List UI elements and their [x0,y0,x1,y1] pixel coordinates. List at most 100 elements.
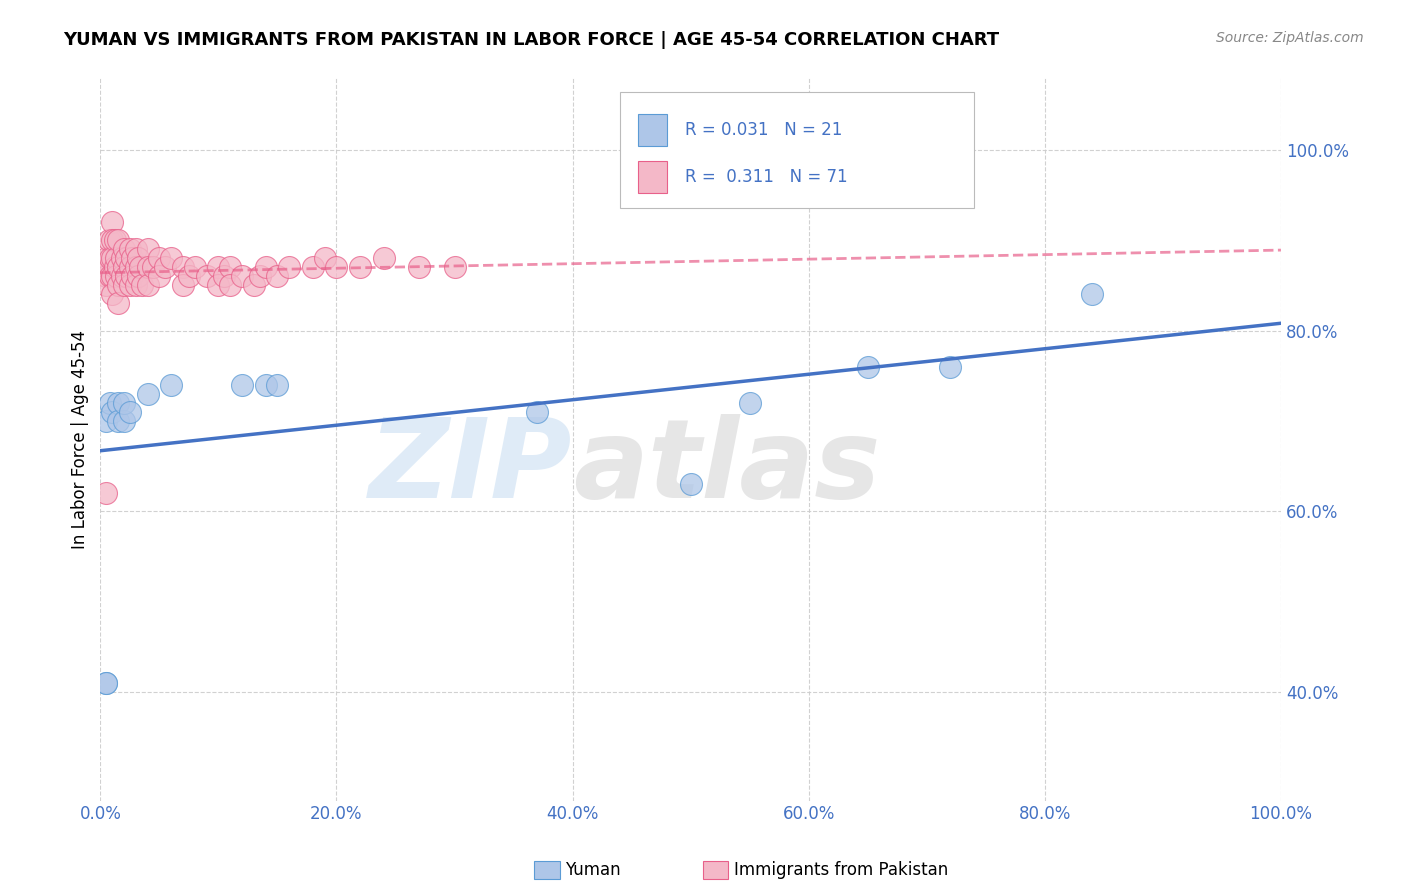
Point [249,269,271,284]
Point [278,260,301,275]
Point [142,260,165,275]
Text: ZIP: ZIP [370,415,572,522]
Point [127,269,149,284]
Point [115,269,138,284]
Point [526,405,548,419]
Point [325,260,347,275]
Point [96,269,118,284]
Point [96,414,118,428]
Point [101,287,124,301]
Point [408,260,430,275]
Y-axis label: In Labor Force | Age 45-54: In Labor Force | Age 45-54 [72,329,89,549]
Point [443,260,465,275]
Point [112,278,135,293]
Point [118,278,141,293]
Point [254,260,277,275]
Bar [637,113,666,146]
Point [266,269,288,284]
Point [97,260,120,275]
Point [96,486,118,500]
Point [184,260,207,275]
Point [214,269,236,284]
Point [160,377,183,392]
Text: R =  0.311   N = 71: R = 0.311 N = 71 [685,168,848,186]
Point [104,269,127,284]
Point [231,269,253,284]
Point [856,359,879,374]
Point [115,252,138,266]
Point [103,233,125,247]
Point [136,260,159,275]
Point [103,260,125,275]
Text: Yuman: Yuman [565,861,621,879]
Point [98,396,121,410]
Point [112,414,135,428]
Point [129,260,152,275]
Point [195,269,218,284]
Text: Source: ZipAtlas.com: Source: ZipAtlas.com [1216,31,1364,45]
Point [98,269,121,284]
Point [136,278,159,293]
Point [97,233,120,247]
Point [118,405,141,419]
Point [125,278,148,293]
Point [172,260,194,275]
Text: atlas: atlas [572,415,880,522]
Point [104,252,127,266]
Point [118,242,141,256]
Text: Immigrants from Pakistan: Immigrants from Pakistan [734,861,948,879]
Point [121,252,143,266]
Point [96,676,118,690]
Point [373,252,395,266]
Point [107,396,129,410]
Point [207,278,229,293]
Point [101,252,124,266]
Point [314,252,336,266]
Point [266,377,288,392]
Point [107,414,129,428]
FancyBboxPatch shape [620,92,974,208]
Point [160,252,183,266]
Point [172,278,194,293]
Point [349,260,371,275]
Point [1081,287,1104,301]
Point [121,269,143,284]
Point [101,233,124,247]
Point [107,233,129,247]
Point [254,377,277,392]
Point [107,260,129,275]
Point [127,252,149,266]
Point [243,278,266,293]
Point [110,269,132,284]
Text: YUMAN VS IMMIGRANTS FROM PAKISTAN IN LABOR FORCE | AGE 45-54 CORRELATION CHART: YUMAN VS IMMIGRANTS FROM PAKISTAN IN LAB… [63,31,1000,49]
Point [231,377,253,392]
Point [101,215,124,229]
Point [148,252,170,266]
Point [101,405,124,419]
Point [131,278,153,293]
Point [96,676,118,690]
Point [939,359,962,374]
Point [107,278,129,293]
Point [98,252,121,266]
Point [738,396,761,410]
Point [125,260,148,275]
Point [96,252,118,266]
Point [136,387,159,401]
Point [112,242,135,256]
Point [118,260,141,275]
Point [207,260,229,275]
Point [112,260,135,275]
Point [219,260,242,275]
Point [155,260,177,275]
Point [110,252,132,266]
Point [101,269,124,284]
Bar [637,161,666,194]
Point [177,269,200,284]
Point [219,278,242,293]
Point [112,396,135,410]
Text: R = 0.031   N = 21: R = 0.031 N = 21 [685,120,842,138]
Point [125,242,148,256]
Point [96,278,118,293]
Point [679,477,702,491]
